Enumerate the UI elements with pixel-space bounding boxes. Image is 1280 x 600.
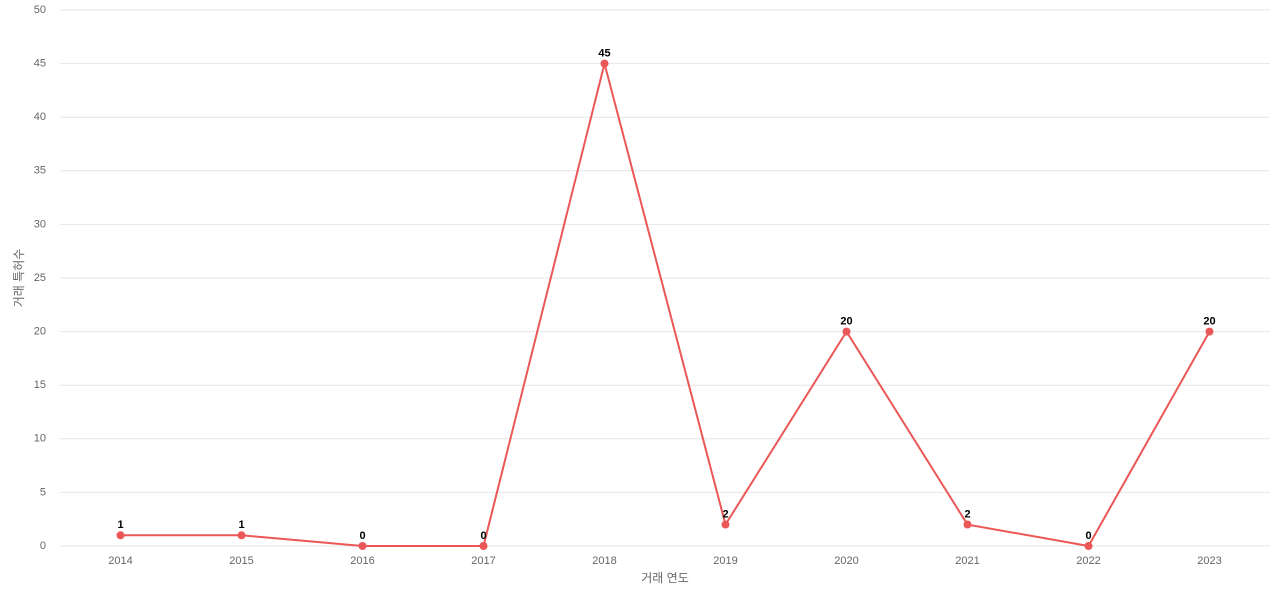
point [1205,327,1214,336]
x-tick-label: 2019 [713,555,737,567]
y-tick-label: 0 [40,540,46,552]
data-label: 0 [359,530,365,542]
x-axis-title: 거래 연도 [641,571,689,585]
y-tick-label: 5 [40,486,46,498]
x-tick-label: 2016 [350,555,374,567]
data-label: 2 [722,508,728,520]
data-label: 20 [1203,316,1215,328]
data-label: 1 [238,519,244,531]
point [600,59,609,68]
y-tick-label: 40 [34,111,46,123]
data-label: 2 [964,508,970,520]
x-tick-label: 2018 [592,555,616,567]
x-tick-label: 2022 [1076,555,1100,567]
y-axis-title: 거래 특허수 [12,249,26,308]
x-tick-label: 2014 [108,555,132,567]
x-tick-label: 2023 [1197,555,1221,567]
y-tick-label: 20 [34,326,46,338]
y-tick-label: 50 [34,4,46,16]
data-label: 20 [840,316,852,328]
point [1084,542,1093,550]
y-tick-label: 15 [34,379,46,391]
y-tick-label: 45 [34,58,46,70]
point [479,542,488,550]
x-tick-label: 2021 [955,555,979,567]
x-tick-label: 2020 [834,555,858,567]
x-tick-label: 2015 [229,555,253,567]
point [721,520,730,529]
point [842,327,851,336]
data-label: 1 [117,519,123,531]
x-tick-label: 2017 [471,555,495,567]
point [963,520,972,529]
data-label: 0 [1085,530,1091,542]
point [237,531,246,540]
y-tick-label: 30 [34,218,46,230]
data-label: 45 [598,48,610,60]
y-tick-label: 10 [34,433,46,445]
point [358,542,367,550]
y-tick-label: 25 [34,272,46,284]
y-tick-label: 35 [34,165,46,177]
point [116,531,125,540]
data-label: 0 [480,530,486,542]
line [120,63,1211,548]
